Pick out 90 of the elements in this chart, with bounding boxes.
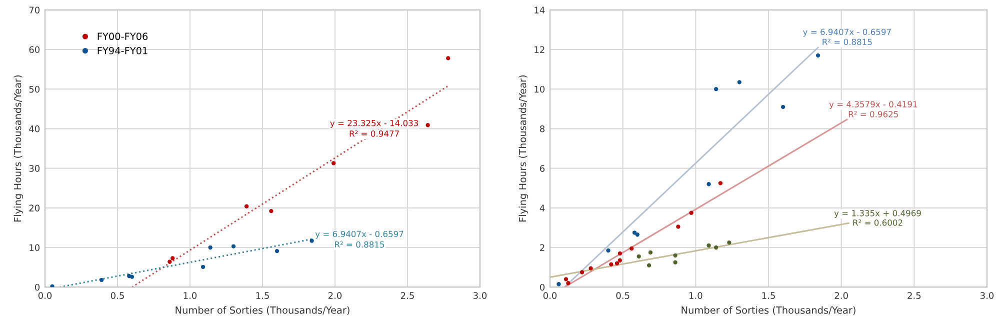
x-tick-label: 2.0 — [834, 292, 848, 299]
point — [780, 104, 786, 110]
point — [606, 248, 610, 253]
x-tick-label: 1.5 — [762, 292, 775, 299]
y-tick-label: 10 — [30, 244, 40, 252]
point — [673, 260, 678, 264]
point — [614, 261, 620, 266]
point — [714, 245, 718, 250]
point — [635, 232, 640, 237]
y-tick-label: 6 — [540, 165, 545, 172]
point — [99, 278, 104, 282]
y-tick-label: 30 — [29, 165, 40, 172]
point — [588, 266, 593, 270]
y-tick-label: 8 — [540, 125, 545, 132]
point — [564, 277, 568, 282]
point — [446, 56, 450, 60]
point — [676, 224, 680, 229]
point — [231, 244, 236, 248]
annotation: y = 6.9407x - 0.6597 — [803, 28, 891, 37]
annotation: R² = 0.8815 — [335, 241, 384, 248]
y-tick-label: 0 — [540, 284, 545, 291]
y-axis-title: Flying Hours (Thousands/Year) — [518, 75, 528, 222]
point — [648, 250, 653, 255]
point — [274, 248, 280, 254]
x-tick-label: 1.5 — [256, 292, 269, 299]
point — [170, 256, 175, 260]
point — [269, 208, 274, 214]
point — [714, 87, 718, 92]
x-tick-label: 0.5 — [616, 292, 630, 299]
point — [673, 253, 678, 258]
point — [646, 263, 652, 268]
annotation: y = 1.335x + 0.4969 — [834, 210, 921, 218]
annotation: R² = 0.8815 — [822, 38, 872, 46]
y-tick-label: 40 — [29, 125, 40, 132]
y-tick-label: 12 — [534, 46, 544, 53]
x-tick-label: 2.5 — [908, 292, 921, 299]
y-tick-label: 14 — [534, 6, 545, 14]
annotation: R² = 0.6002 — [853, 219, 902, 226]
y-tick-label: 20 — [29, 204, 40, 212]
x-axis-title: Number of Sorties (Thousands/Year) — [682, 306, 856, 315]
x-tick-label: 0.5 — [110, 292, 124, 299]
point — [632, 230, 637, 235]
point — [727, 240, 732, 245]
annotation: y = 6.9407x - 0.6597 — [315, 230, 404, 239]
x-tick-label: 0.0 — [543, 292, 557, 299]
x-tick-label: 2.0 — [328, 292, 342, 299]
y-tick-label: 4 — [540, 204, 545, 212]
point — [200, 264, 206, 269]
y-tick-label: 70 — [29, 6, 40, 14]
x-tick-label: 3.0 — [474, 292, 487, 299]
legend-label: FY94-FY01 — [98, 46, 148, 54]
x-axis-title: Number of Sorties (Thousands/Year) — [176, 306, 350, 315]
point — [618, 258, 622, 262]
point — [566, 281, 570, 286]
x-tick-label: 1.0 — [689, 292, 702, 299]
y-tick-label: 50 — [29, 86, 40, 93]
annotation: R² = 0.9625 — [848, 111, 898, 118]
point — [168, 260, 172, 264]
y-tick-label: 60 — [29, 46, 40, 54]
point — [629, 246, 634, 251]
y-tick-label: 2 — [540, 244, 544, 251]
point — [618, 251, 622, 256]
y-tick-label: 0 — [34, 284, 40, 291]
point — [244, 204, 249, 208]
point — [310, 238, 314, 243]
point — [636, 254, 641, 258]
point — [556, 282, 561, 286]
annotation: y = 4.3579x - 0.4191 — [829, 101, 917, 110]
point — [208, 245, 212, 250]
point — [426, 123, 430, 128]
x-tick-label: 3.0 — [980, 292, 994, 299]
point — [706, 243, 711, 248]
x-tick-label: 2.5 — [400, 292, 414, 299]
point — [609, 262, 614, 266]
point — [718, 181, 723, 186]
x-tick-label: 0.0 — [38, 292, 52, 299]
legend-label: FY00-FY06 — [98, 32, 148, 40]
point — [737, 80, 742, 84]
annotation: R² = 0.9477 — [350, 130, 399, 137]
y-axis-title: Flying Hours (Thousands/Year) — [14, 75, 24, 222]
annotation: y = 23.325x - 14.033 — [330, 120, 418, 128]
x-tick-label: 1.0 — [184, 292, 197, 299]
point — [689, 210, 694, 215]
point — [816, 53, 820, 58]
point — [50, 284, 54, 288]
point — [580, 270, 584, 274]
y-tick-label: 10 — [534, 86, 545, 93]
point — [130, 274, 134, 279]
point — [706, 182, 711, 186]
point — [331, 161, 336, 166]
